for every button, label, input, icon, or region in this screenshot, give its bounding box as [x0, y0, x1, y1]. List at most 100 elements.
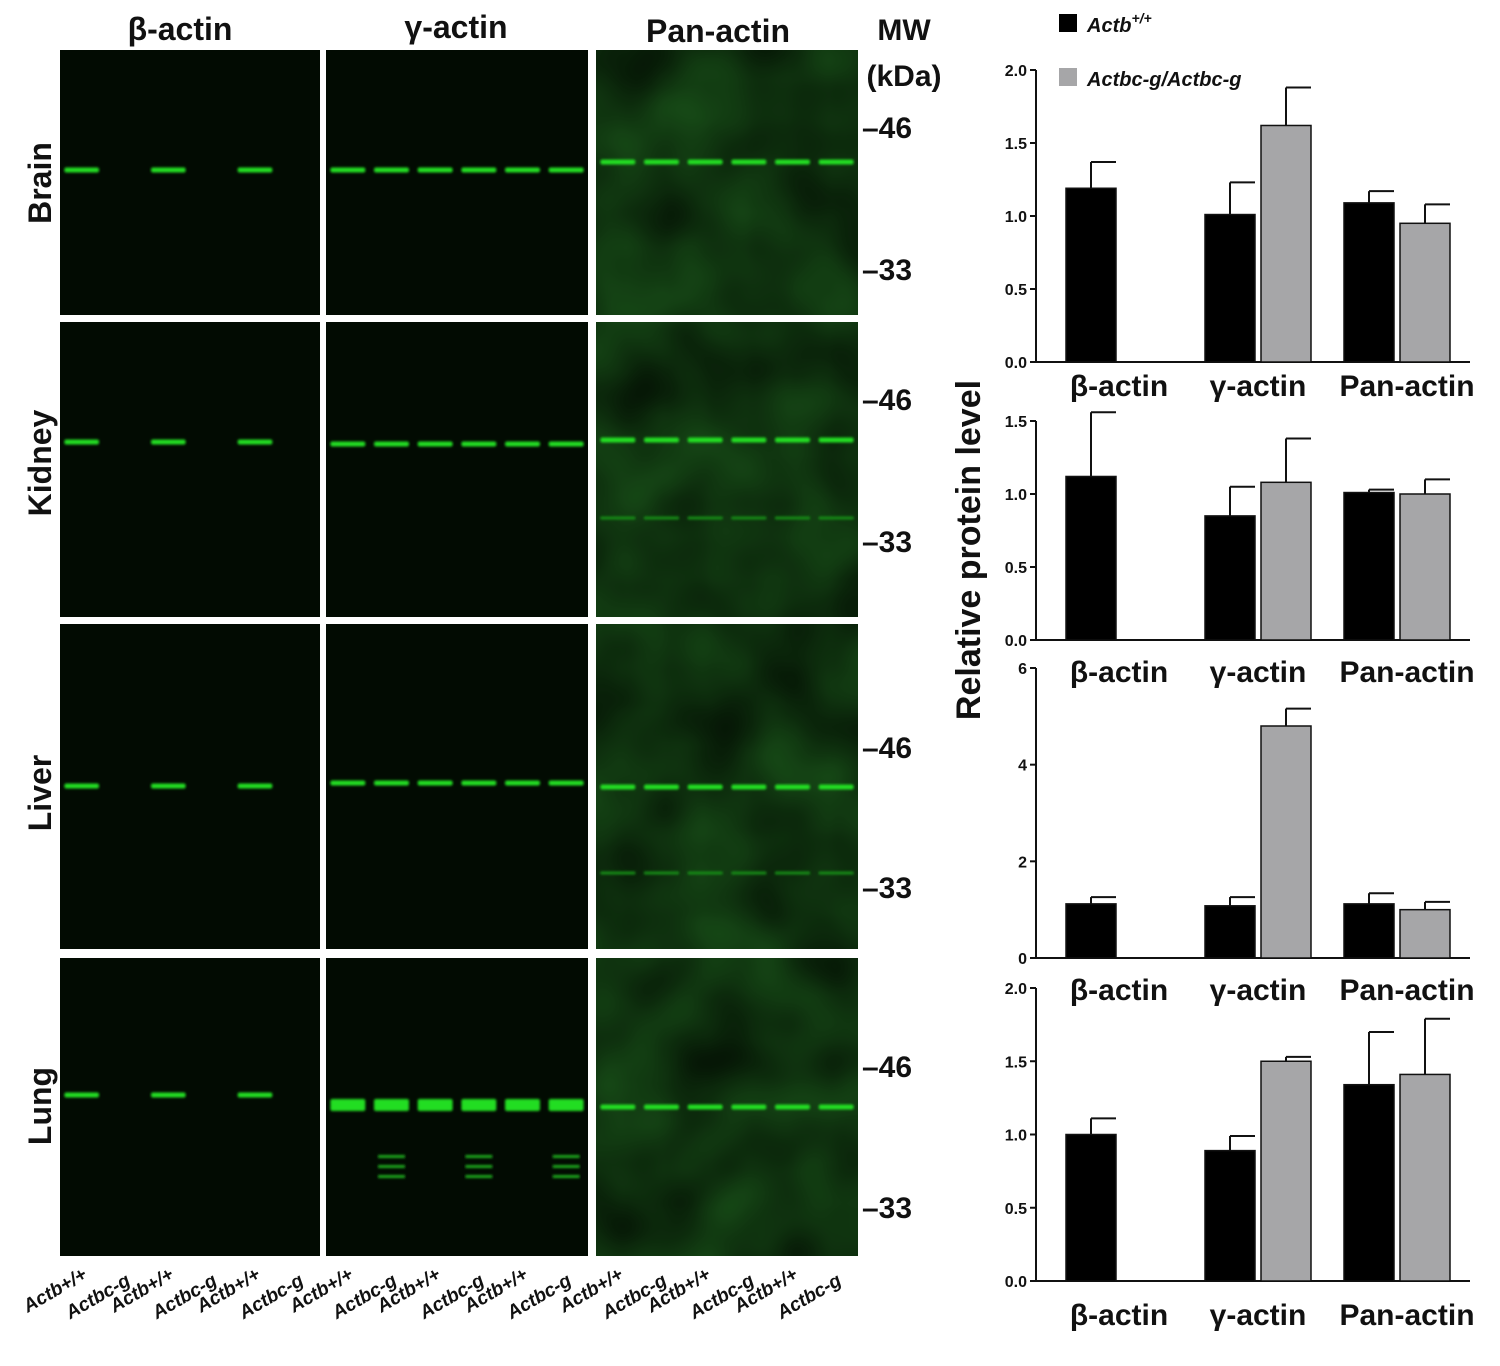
bar-mutant: [1399, 222, 1451, 363]
protein-band: [505, 780, 540, 786]
bar-mutant: [1399, 1073, 1451, 1282]
protein-band: [600, 784, 636, 790]
bar-mutant: [1260, 1060, 1312, 1282]
protein-band: [64, 167, 99, 173]
protein-band-secondary: [600, 871, 636, 875]
protein-band-secondary: [644, 516, 679, 520]
protein-band-secondary: [818, 516, 854, 520]
blot-panel-brain-0: [60, 50, 320, 315]
mw-marker-33: –33: [862, 872, 912, 905]
blot-haze: [596, 50, 858, 315]
protein-band: [151, 1092, 186, 1098]
legend-swatch-mutant: [1059, 68, 1077, 86]
blot-haze: [596, 322, 858, 617]
y-axis-title: Relative protein level: [950, 380, 988, 720]
protein-band: [775, 784, 810, 790]
protein-band-minor: [378, 1175, 405, 1178]
protein-band-secondary: [731, 516, 767, 520]
protein-band: [64, 439, 99, 445]
blot-panel-lung-2: [596, 958, 858, 1256]
bar-wildtype: [1343, 491, 1395, 641]
protein-band: [417, 780, 453, 786]
bar-wildtype: [1065, 903, 1117, 959]
protein-band: [600, 159, 636, 165]
bar-chart-brain: 0.0 0.5 1.0 1.5 2.0 β-actin γ-actin Pan-actin: [1005, 63, 1475, 403]
category-label: β-actin: [1070, 974, 1168, 1007]
y-tick-label: 0.5: [1005, 1201, 1027, 1218]
bar-mutant: [1399, 908, 1451, 959]
protein-band: [151, 783, 186, 789]
mw-marker-46: –46: [862, 732, 912, 765]
legend-label-wildtype: Actb+/+: [1086, 10, 1152, 37]
bar-wildtype: [1065, 475, 1117, 641]
protein-band: [548, 1099, 584, 1111]
category-label: β-actin: [1070, 370, 1168, 403]
col-title-beta-actin: β-actin: [128, 11, 233, 47]
protein-band-secondary: [644, 871, 679, 875]
bar-mutant: [1260, 481, 1312, 641]
protein-band: [374, 441, 409, 447]
protein-band: [687, 437, 723, 443]
mw-marker-33: –33: [862, 526, 912, 559]
bar-wildtype: [1204, 515, 1256, 641]
blot-panel-lung-1: [326, 958, 588, 1256]
protein-band-minor: [465, 1175, 493, 1178]
protein-band: [687, 784, 723, 790]
y-tick-label: 1.0: [1005, 1128, 1027, 1145]
blot-background: [326, 958, 588, 1256]
protein-band: [64, 1092, 99, 1098]
protein-band: [731, 159, 767, 165]
protein-band: [330, 167, 366, 173]
protein-band: [731, 784, 767, 790]
protein-band: [775, 159, 810, 165]
protein-band: [330, 441, 366, 447]
mw-marker-33: –33: [862, 1192, 912, 1225]
category-label: Pan-actin: [1339, 1299, 1474, 1332]
protein-band-minor: [465, 1155, 493, 1158]
category-label: β-actin: [1070, 656, 1168, 689]
y-tick-label: 0: [1018, 951, 1027, 968]
protein-band: [644, 437, 679, 443]
protein-band: [731, 1104, 767, 1110]
bar-wildtype: [1065, 1133, 1117, 1282]
legend-label-mutant: Actbc-g/Actbc-g: [1086, 69, 1241, 91]
protein-band: [818, 159, 854, 165]
tissue-label-kidney: Kidney: [22, 409, 58, 516]
bar-wildtype: [1204, 905, 1256, 959]
blot-background: [60, 322, 320, 617]
protein-band: [461, 441, 497, 447]
tissue-label-liver: Liver: [22, 755, 58, 831]
protein-band: [64, 783, 99, 789]
protein-band: [818, 784, 854, 790]
protein-band: [374, 1099, 409, 1111]
protein-band: [548, 167, 584, 173]
legend-swatch-wildtype: [1059, 14, 1077, 32]
protein-band: [151, 439, 186, 445]
protein-band: [687, 1104, 723, 1110]
y-tick-label: 1.0: [1005, 487, 1027, 504]
protein-band-secondary: [687, 516, 723, 520]
bar-charts: 0.00.51.01.52.0β-actin γ-actin Pan-actin0.…: [1005, 63, 1475, 1332]
y-tick-label: 0.0: [1005, 1274, 1027, 1291]
bar-chart-liver: 0 2 4 6 β-actin γ-actin Pan-actin: [1018, 661, 1474, 1007]
mw-marker-46: –46: [862, 1051, 912, 1084]
tissue-label-lung: Lung: [22, 1067, 58, 1145]
category-label: γ-actin: [1210, 656, 1307, 689]
protein-band: [374, 167, 409, 173]
protein-band: [237, 1092, 273, 1098]
protein-band: [151, 167, 186, 173]
western-blot-grid: [60, 50, 858, 1256]
blot-background: [60, 624, 320, 949]
blot-panel-liver-2: [596, 624, 858, 949]
blot-panel-lung-0: [60, 958, 320, 1256]
category-label: Pan-actin: [1339, 656, 1474, 689]
blot-haze: [596, 958, 858, 1256]
protein-band-minor: [465, 1165, 493, 1168]
protein-band: [548, 780, 584, 786]
protein-band: [548, 441, 584, 447]
y-tick-label: 1.5: [1005, 1054, 1027, 1071]
y-tick-label: 1.5: [1005, 414, 1027, 431]
y-tick-label: 2.0: [1005, 981, 1027, 998]
y-tick-label: 1.5: [1005, 136, 1027, 153]
